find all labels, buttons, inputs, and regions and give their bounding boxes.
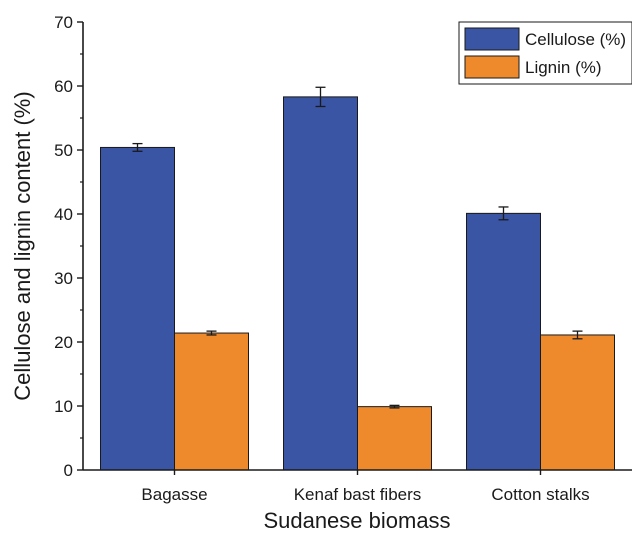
x-category-labels: Bagasse Kenaf bast fibers Cotton stalks bbox=[141, 470, 590, 504]
y-tick-label: 30 bbox=[54, 269, 73, 288]
lignin-bar bbox=[540, 334, 615, 471]
legend-label: Cellulose (%) bbox=[525, 30, 626, 49]
error-bars-layer bbox=[132, 86, 583, 409]
cellulose-bar bbox=[100, 146, 175, 471]
lignin-bar bbox=[357, 406, 432, 471]
y-tick-label: 60 bbox=[54, 77, 73, 96]
y-tick-label: 50 bbox=[54, 141, 73, 160]
lignin-bar bbox=[174, 332, 249, 471]
y-tick-label: 10 bbox=[54, 397, 73, 416]
y-tick-label: 40 bbox=[54, 205, 73, 224]
cellulose-legend-swatch bbox=[464, 27, 520, 51]
y-tick-label: 20 bbox=[54, 333, 73, 352]
x-category-label: Cotton stalks bbox=[491, 485, 589, 504]
legend: Cellulose (%) Lignin (%) bbox=[458, 21, 632, 85]
x-category-label: Kenaf bast fibers bbox=[294, 485, 422, 504]
y-axis-title: Cellulose and lignin content (%) bbox=[10, 91, 35, 400]
x-category-label: Bagasse bbox=[141, 485, 207, 504]
legend-label: Lignin (%) bbox=[525, 58, 602, 77]
x-axis-title: Sudanese biomass bbox=[263, 508, 450, 533]
bars-layer bbox=[100, 96, 615, 471]
y-ticks-layer: 0 10 20 30 40 50 60 70 bbox=[54, 13, 83, 480]
lignin-legend-swatch bbox=[464, 55, 520, 79]
cellulose-bar bbox=[283, 96, 358, 471]
y-tick-label: 0 bbox=[64, 461, 73, 480]
y-tick-label: 70 bbox=[54, 13, 73, 32]
cellulose-bar bbox=[466, 212, 541, 471]
